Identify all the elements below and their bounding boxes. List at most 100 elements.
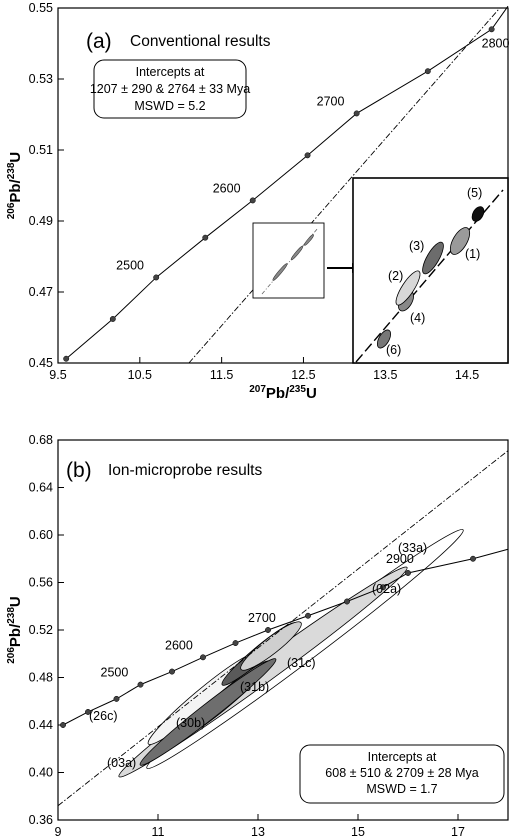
zoom-ellipse [272, 263, 288, 281]
inset-label-5: (5) [467, 186, 482, 200]
zoom-ellipse [304, 234, 314, 246]
panel-b: 9 11 13 15 17 0.36 0.40 0.44 0.48 0.52 0.56 0.60 0.6… [6, 433, 509, 839]
y-axis-label: 206Pb/238U [6, 152, 24, 220]
ellipse-31c [240, 621, 302, 671]
concordia-age-dot [470, 555, 476, 562]
y-tick-label: 0.68 [29, 433, 53, 447]
panel-title-a: Conventional results [130, 33, 271, 50]
concordia-age-dot [137, 681, 144, 688]
concordia-age-dot [85, 708, 91, 715]
concordia-line [65, 5, 509, 360]
concordia-line [62, 548, 509, 726]
inset-label-1: (1) [465, 247, 480, 261]
y-tick-label: 0.52 [29, 623, 53, 637]
zoom-box [252, 222, 325, 299]
x-tick-label: 13 [251, 825, 265, 839]
inset-label-4: (4) [410, 311, 425, 325]
x-tick-label: 14.5 [455, 368, 479, 382]
intercept-line-2-a: 1207 ± 290 & 2764 ± 33 Mya [90, 82, 250, 96]
inset-ellipse-3 [422, 241, 444, 275]
inset-label-2: (2) [388, 269, 403, 283]
y-axis-title-b: 206Pb/238U [6, 596, 24, 664]
concordia-curve-a [63, 5, 509, 362]
x-tick-label: 9.5 [49, 368, 66, 382]
label-02a: (02a) [372, 582, 401, 596]
inset-ellipse-5 [471, 206, 485, 222]
concordia-age-label: 2600 [213, 181, 241, 195]
concordia-age-label: 2700 [317, 94, 345, 108]
concordia-age-dot [304, 152, 311, 159]
age-labels-a: 2500 2600 2700 2800 [116, 36, 509, 272]
y-tick-label: 0.48 [29, 671, 53, 685]
concordia-age-dot [353, 110, 360, 117]
zoom-box-ellipses [261, 227, 319, 295]
panel-a: 9.5 10.5 11.5 12.5 13.5 14.5 0.45 0.47 0.49 0.51 0… [6, 1, 509, 402]
concordia-age-dot [344, 598, 350, 605]
ellipse-03a [139, 658, 277, 766]
x-tick-label: 13.5 [373, 368, 397, 382]
intercept-box-a [93, 59, 247, 119]
ticks-a: 9.5 10.5 11.5 12.5 13.5 14.5 0.45 0.47 0.49 0.51 0… [29, 1, 480, 382]
panel-label-a: (a) [86, 30, 112, 53]
label-26c: (26c) [89, 709, 117, 723]
inset-label-6: (6) [386, 343, 401, 357]
x-tick-label: 15 [351, 825, 365, 839]
concordia-age-dot [63, 355, 70, 362]
x-axis-label: 207Pb/235U [249, 384, 317, 402]
concordia-age-dot [305, 612, 311, 619]
concordia-age-dot [380, 584, 386, 591]
concordia-curve-b [60, 548, 509, 728]
x-tick-label: 17 [451, 825, 465, 839]
x-tick-label: 10.5 [128, 368, 152, 382]
concordia-age-label: 2500 [116, 258, 144, 272]
concordia-age-dot [60, 722, 66, 728]
age-labels-b: 2500 2600 2700 2900 [101, 552, 414, 680]
concordia-age-label: 2900 [386, 552, 414, 566]
concordia-age-dot [153, 274, 160, 281]
y-tick-label: 0.45 [29, 356, 53, 370]
y-tick-label: 0.53 [29, 72, 53, 86]
intercept-line-2-b: 608 ± 510 & 2709 ± 28 Mya [325, 766, 478, 780]
y-axis-label: 206Pb/238U [6, 596, 24, 664]
concordia-age-dot [109, 316, 116, 322]
concordia-age-dot [113, 695, 120, 702]
concordia-age-label: 2600 [165, 638, 193, 652]
label-31c: (31c) [287, 656, 315, 670]
intercept-box-b [299, 744, 505, 804]
x-axis-title-a: 207Pb/235U [249, 384, 317, 402]
y-tick-label: 0.40 [29, 766, 53, 780]
y-tick-label: 0.60 [29, 528, 53, 542]
x-tick-label: 11 [152, 825, 165, 839]
y-axis-title-a: 206Pb/238U [6, 152, 24, 220]
inset-label-3: (3) [409, 239, 424, 253]
concordia-age-label: 2700 [248, 611, 276, 625]
inset-ellipse-2 [395, 270, 421, 306]
concordia-age-label: 2500 [101, 666, 129, 680]
panel-title-b: Ion-microprobe results [108, 462, 262, 479]
x-tick-label: 12.5 [291, 368, 315, 382]
label-30b: (30b) [176, 716, 205, 730]
discordia-line [188, 7, 501, 364]
y-tick-label: 0.47 [29, 285, 53, 299]
inset-panel: (5) (3) (1) (2) (4) (6) [352, 177, 509, 364]
intercept-line-1-a: Intercepts at [136, 65, 205, 79]
y-tick-label: 0.44 [29, 718, 53, 732]
label-33a: (33a) [398, 541, 427, 555]
ticks-b: 9 11 13 15 17 0.36 0.40 0.44 0.48 0.52 0.56 0.60 0.6… [29, 433, 465, 839]
x-tick-label: 11.5 [210, 368, 233, 382]
concordia-age-dot [424, 68, 431, 75]
inset-ellipse-1 [449, 227, 471, 255]
intercept-line-3-a: MSWD = 5.2 [134, 99, 205, 113]
label-03a: (03a) [107, 756, 136, 770]
concordia-age-dot [202, 234, 209, 241]
zoom-ellipse [290, 245, 304, 261]
intercept-line-1-b: Intercepts at [368, 750, 437, 764]
y-tick-label: 0.64 [29, 481, 53, 495]
concordia-age-dot [488, 26, 495, 33]
concordia-age-dot [169, 668, 175, 675]
y-tick-label: 0.56 [29, 576, 53, 590]
y-tick-label: 0.36 [29, 813, 53, 827]
discordia-line [57, 450, 509, 807]
label-31b: (31b) [240, 680, 269, 694]
